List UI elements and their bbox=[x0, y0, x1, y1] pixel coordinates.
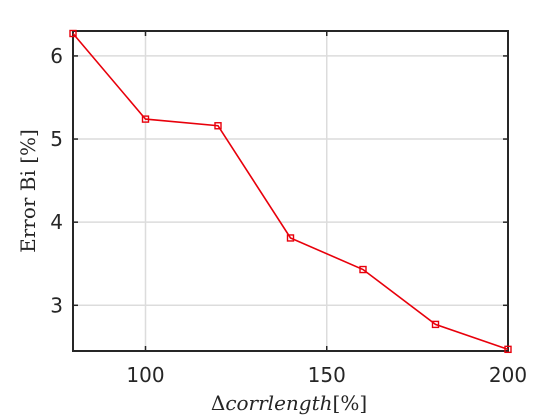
series-markers bbox=[69, 29, 512, 354]
data-point-marker bbox=[431, 320, 440, 329]
x-axis-label-unit: [%] bbox=[333, 391, 368, 415]
y-tick-label: 4 bbox=[50, 210, 63, 234]
data-point-marker bbox=[214, 122, 222, 130]
data-point-marker bbox=[141, 115, 150, 123]
grid-lines bbox=[73, 31, 509, 351]
axis-ticks bbox=[73, 31, 509, 351]
x-axis-label-name: corrlength bbox=[225, 391, 332, 415]
y-tick-label: 6 bbox=[50, 44, 63, 68]
x-tick-label: 200 bbox=[489, 363, 527, 387]
x-tick-labels: 100 150 200 bbox=[126, 363, 527, 387]
y-tick-label: 3 bbox=[50, 293, 63, 317]
data-point-marker bbox=[359, 265, 367, 274]
y-axis-label: Error Bi [%] bbox=[16, 129, 40, 253]
plot-area-frame bbox=[72, 30, 509, 352]
x-axis-label: Δcorrlength[%] bbox=[211, 391, 367, 415]
data-point-marker bbox=[69, 29, 77, 38]
y-tick-labels: 3 4 5 6 bbox=[50, 44, 63, 317]
data-point-marker bbox=[504, 345, 512, 354]
x-axis-label-symbol: Δ bbox=[211, 391, 225, 415]
series-line bbox=[72, 32, 509, 351]
x-tick-label: 150 bbox=[308, 363, 346, 387]
x-tick-label: 100 bbox=[126, 363, 164, 387]
y-tick-label: 5 bbox=[50, 127, 63, 151]
data-point-marker bbox=[286, 234, 295, 242]
